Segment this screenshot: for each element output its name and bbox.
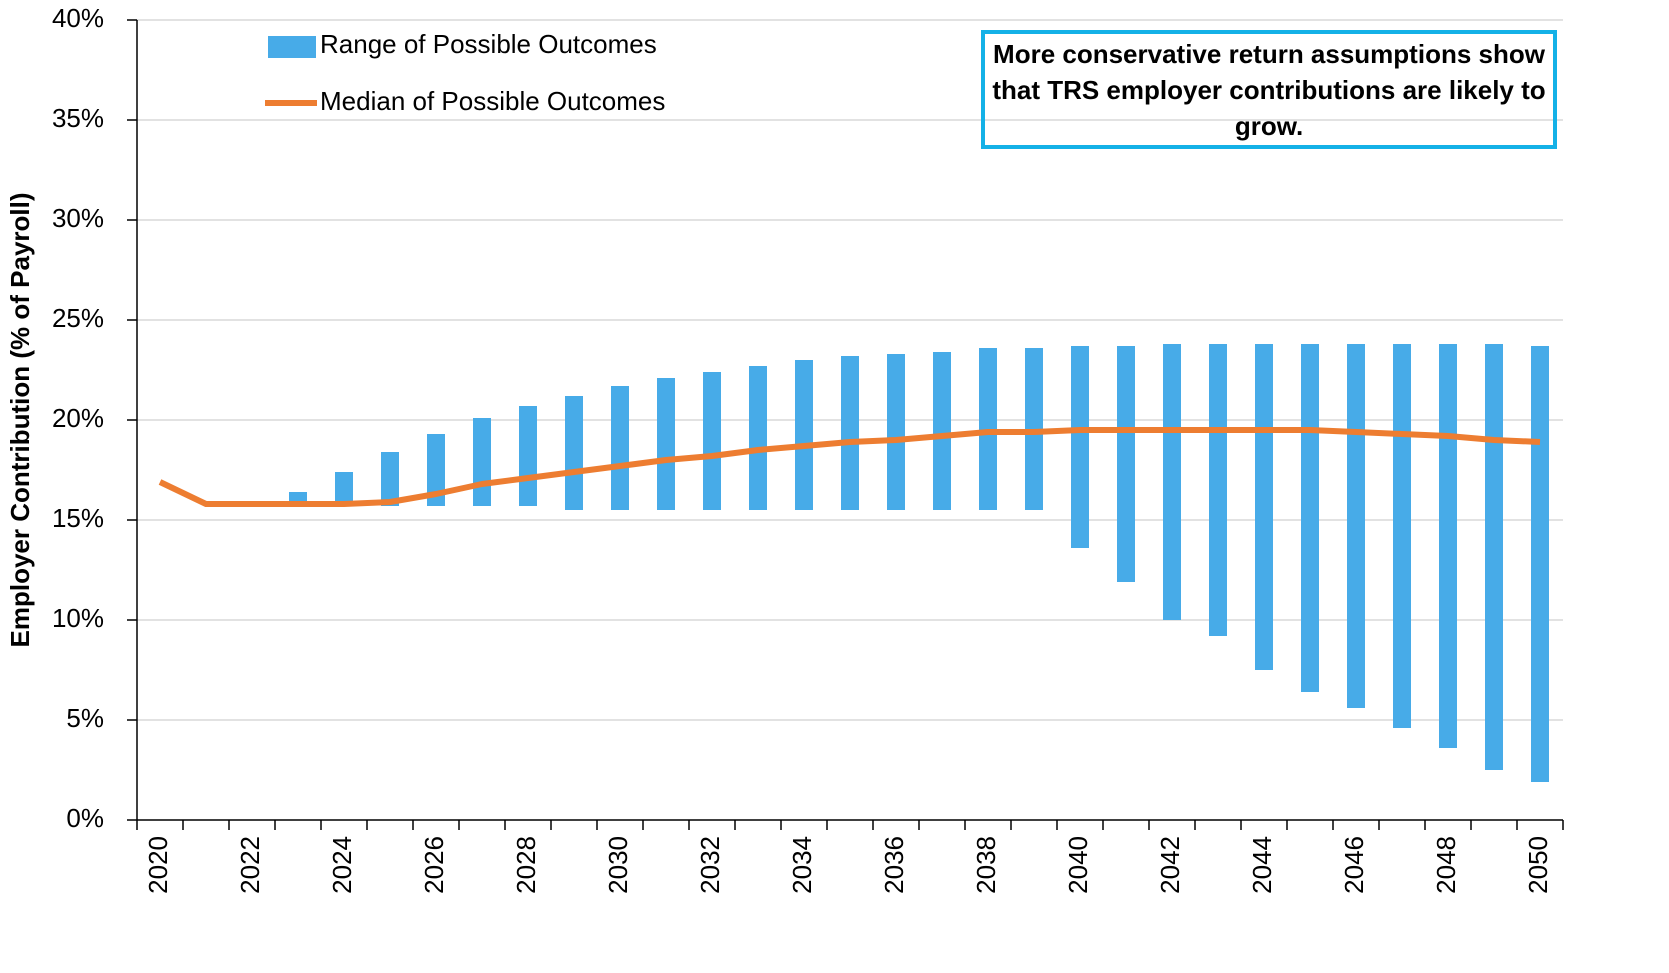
x-tick-label: 2044 — [1247, 836, 1277, 894]
range-bar — [1117, 346, 1135, 582]
x-tick-label: 2028 — [511, 836, 541, 894]
range-bar — [1301, 344, 1319, 692]
x-tick-label: 2022 — [235, 836, 265, 894]
range-bar — [427, 434, 445, 506]
x-tick-label: 2048 — [1431, 836, 1461, 894]
x-tick-label: 2032 — [695, 836, 725, 894]
range-bar — [1485, 344, 1503, 770]
range-bar — [1163, 344, 1181, 620]
x-tick-label: 2050 — [1523, 836, 1553, 894]
range-bar — [611, 386, 629, 510]
range-bar — [887, 354, 905, 510]
range-bar — [841, 356, 859, 510]
legend-swatch — [268, 36, 316, 58]
range-bar — [795, 360, 813, 510]
x-tick-label: 2040 — [1063, 836, 1093, 894]
range-bar — [381, 452, 399, 506]
range-bar — [749, 366, 767, 510]
range-bar — [657, 378, 675, 510]
median-line — [158, 427, 1541, 507]
x-tick-label: 2042 — [1155, 836, 1185, 894]
x-tick-label: 2024 — [327, 836, 357, 894]
x-tick-label: 2036 — [879, 836, 909, 894]
y-tick-label: 15% — [52, 503, 104, 533]
y-tick-label: 10% — [52, 603, 104, 633]
x-tick-label: 2038 — [971, 836, 1001, 894]
x-tick-label: 2030 — [603, 836, 633, 894]
range-bar — [1071, 346, 1089, 548]
x-tick-label: 2020 — [143, 836, 173, 894]
y-axis-label: Employer Contribution (% of Payroll) — [5, 192, 35, 647]
range-bar — [1393, 344, 1411, 728]
y-tick-label: 5% — [66, 703, 104, 733]
range-bar — [1531, 346, 1549, 782]
range-bar — [565, 396, 583, 510]
range-bar — [933, 352, 951, 510]
annotation: More conservative return assumptions sho… — [981, 30, 1557, 149]
x-tick-label: 2046 — [1339, 836, 1369, 894]
y-tick-label: 25% — [52, 303, 104, 333]
range-bar — [335, 472, 353, 504]
range-bar — [473, 418, 491, 506]
legend-label: Median of Possible Outcomes — [320, 86, 665, 116]
range-bar — [1439, 344, 1457, 748]
y-tick-label: 0% — [66, 803, 104, 833]
y-tick-label: 35% — [52, 103, 104, 133]
legend-label: Range of Possible Outcomes — [320, 29, 657, 59]
y-tick-label: 20% — [52, 403, 104, 433]
y-tick-label: 40% — [52, 3, 104, 33]
range-bar — [1255, 344, 1273, 670]
range-bar — [1347, 344, 1365, 708]
range-bar — [1209, 344, 1227, 636]
x-tick-label: 2026 — [419, 836, 449, 894]
y-tick-label: 30% — [52, 203, 104, 233]
x-tick-label: 2034 — [787, 836, 817, 894]
range-bar — [519, 406, 537, 506]
range-bar — [703, 372, 721, 510]
